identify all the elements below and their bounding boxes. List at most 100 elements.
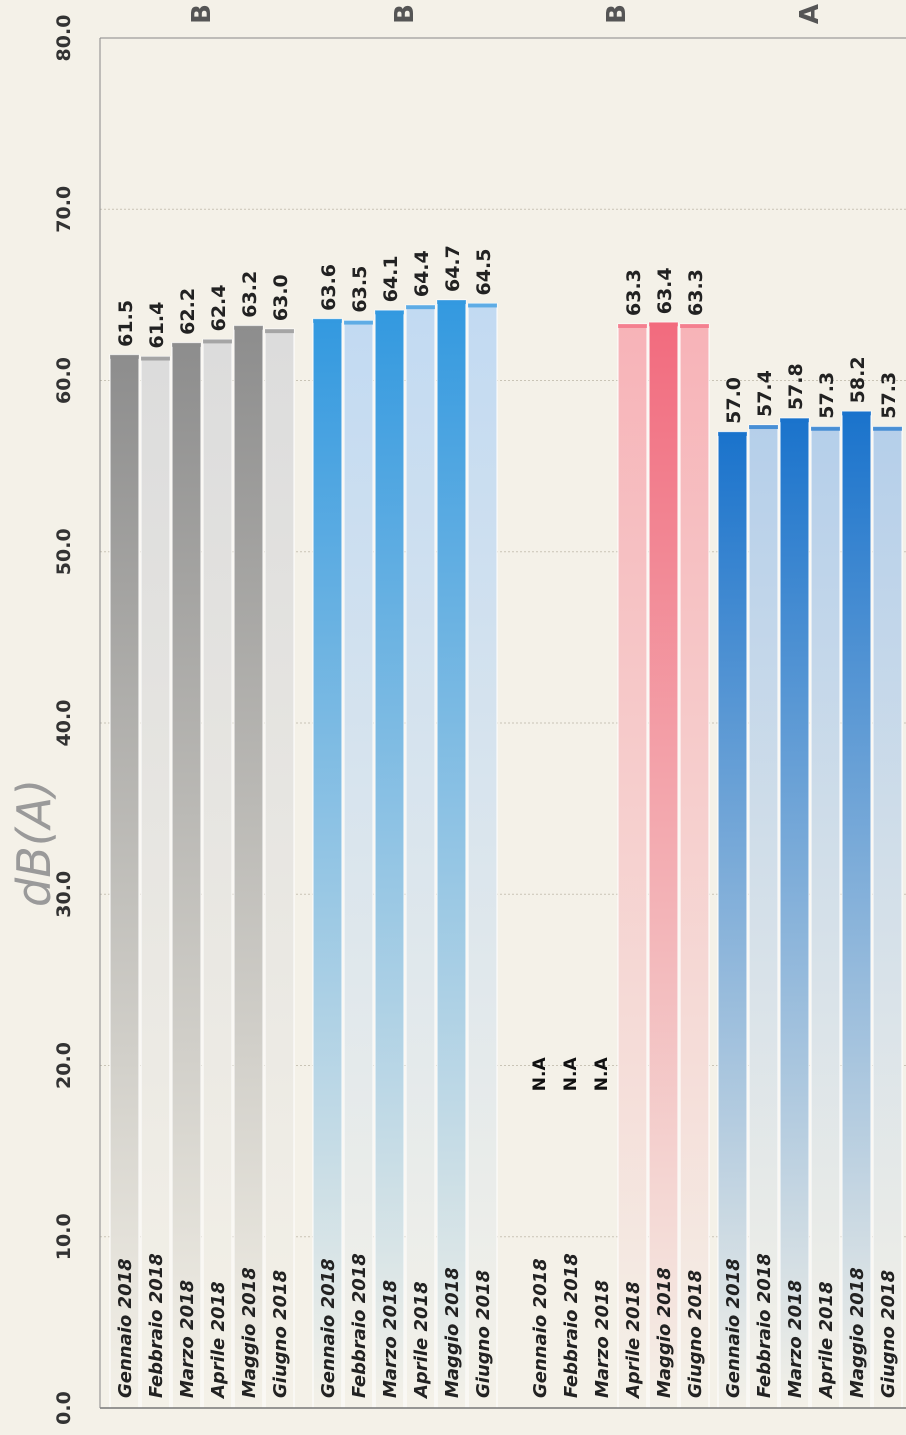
bar	[202, 338, 233, 1409]
bar-cap	[110, 354, 139, 359]
group-label: B	[187, 4, 217, 24]
bar	[312, 318, 343, 1409]
bar	[374, 309, 405, 1409]
data-label: 62.4	[208, 285, 230, 332]
bar	[717, 431, 748, 1409]
category-label: Giugno 2018	[473, 1270, 494, 1398]
bar-cap	[234, 325, 263, 330]
data-label: 58.2	[847, 356, 869, 403]
y-tick-label: 70.0	[53, 186, 75, 233]
bar	[748, 424, 779, 1409]
data-label: 57.4	[754, 370, 776, 417]
bar-cap	[749, 425, 778, 430]
category-label: Giugno 2018	[270, 1270, 291, 1398]
data-label: 63.6	[318, 264, 340, 311]
y-tick-label: 30.0	[53, 871, 75, 918]
group-label: B	[390, 4, 420, 24]
bar	[648, 321, 679, 1409]
bar-cap	[203, 339, 232, 344]
category-label: Maggio 2018	[442, 1267, 463, 1398]
bar-cap	[680, 323, 709, 328]
y-tick-label: 40.0	[53, 700, 75, 747]
bar	[872, 426, 903, 1409]
data-label: 63.4	[654, 267, 676, 314]
y-tick-label: 50.0	[53, 528, 75, 575]
bar	[140, 356, 171, 1409]
bar	[343, 320, 374, 1409]
group-label: A	[795, 4, 825, 24]
bar-cap	[468, 303, 497, 308]
category-label: Aprile 2018	[816, 1281, 837, 1400]
category-label: Aprile 2018	[623, 1281, 644, 1400]
category-label: Gennaio 2018	[723, 1258, 744, 1398]
category-labels: Gennaio 2018 Febbraio 2018 Marzo 2018 April…	[115, 1253, 899, 1400]
category-label: Maggio 2018	[239, 1267, 260, 1398]
y-tick-label: 0.0	[53, 1391, 75, 1425]
data-label-na: N.A	[561, 1057, 581, 1092]
data-label: 63.0	[270, 274, 292, 321]
bar	[109, 354, 140, 1409]
category-label: Febbraio 2018	[561, 1253, 582, 1398]
data-label: 64.5	[473, 249, 495, 296]
category-label: Giugno 2018	[685, 1270, 706, 1398]
value-axis-ticks: 0.0 10.0 20.0 30.0 40.0 50.0 60.0 70.0 80.0	[53, 15, 75, 1425]
category-label: Febbraio 2018	[754, 1253, 775, 1398]
category-label: Marzo 2018	[785, 1280, 806, 1398]
bar-cap	[375, 310, 404, 315]
bar	[233, 325, 264, 1409]
bar-cap	[406, 305, 435, 310]
bar	[171, 342, 202, 1409]
category-label: Giugno 2018	[878, 1270, 899, 1398]
category-label: Gennaio 2018	[115, 1258, 136, 1398]
data-label: 63.2	[239, 271, 261, 318]
data-label-na: N.A	[530, 1057, 550, 1092]
data-label: 63.3	[623, 269, 645, 316]
y-axis-label: dB(A)	[7, 779, 61, 907]
category-label: Gennaio 2018	[530, 1258, 551, 1398]
data-label: 57.8	[785, 363, 807, 410]
bar-cap	[344, 320, 373, 325]
data-label-na: N.A	[592, 1057, 612, 1092]
y-tick-label: 10.0	[53, 1213, 75, 1260]
data-label: 61.5	[115, 300, 137, 347]
data-label: 63.5	[349, 266, 371, 313]
category-label: Aprile 2018	[411, 1281, 432, 1400]
bar-cap	[265, 329, 294, 334]
category-label: Marzo 2018	[592, 1280, 613, 1398]
bar-cap	[649, 322, 678, 327]
data-label: 62.2	[177, 288, 199, 335]
bar	[264, 328, 295, 1409]
bar	[467, 302, 498, 1409]
data-label: 63.3	[685, 269, 707, 316]
category-label: Marzo 2018	[177, 1280, 198, 1398]
data-labels: 61.5 61.4 62.2 62.4 63.2 63.0 63.6 63.5 64.1 64.4…	[115, 245, 900, 1091]
data-label: 57.3	[816, 372, 838, 419]
bar	[841, 410, 872, 1409]
category-label: Febbraio 2018	[349, 1253, 370, 1398]
data-label: 57.0	[723, 377, 745, 424]
bar	[436, 299, 467, 1409]
category-label: Febbraio 2018	[146, 1253, 167, 1398]
bars	[109, 299, 903, 1409]
y-tick-label: 60.0	[53, 357, 75, 404]
bar-cap	[141, 356, 170, 361]
group-label: B	[602, 4, 632, 24]
bar	[679, 323, 710, 1409]
data-label: 64.1	[380, 255, 402, 302]
bar	[405, 304, 436, 1409]
category-label: Marzo 2018	[380, 1280, 401, 1398]
category-label: Maggio 2018	[847, 1267, 868, 1398]
data-label: 57.3	[878, 372, 900, 419]
bar-cap	[842, 411, 871, 416]
bar-cap	[172, 342, 201, 347]
y-tick-label: 80.0	[53, 15, 75, 62]
bar	[617, 323, 648, 1409]
data-label: 61.4	[146, 302, 168, 349]
category-label: Aprile 2018	[208, 1281, 229, 1400]
bar-cap	[780, 418, 809, 423]
bar-cap	[718, 431, 747, 436]
bar	[810, 426, 841, 1409]
category-label: Gennaio 2018	[318, 1258, 339, 1398]
